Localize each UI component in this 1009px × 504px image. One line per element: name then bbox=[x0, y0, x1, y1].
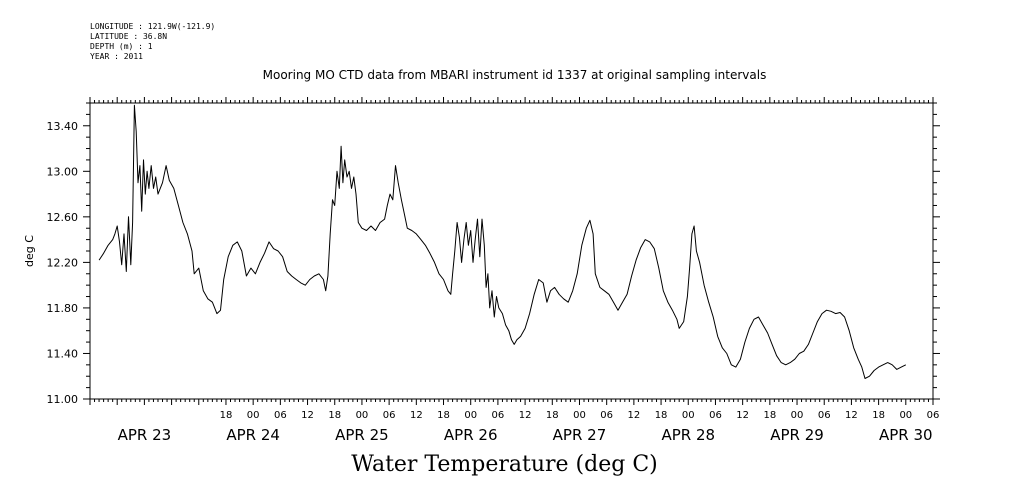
y-tick-label: 13.40 bbox=[47, 120, 79, 133]
x-tick-label: 18 bbox=[328, 410, 341, 421]
x-tick-label: 12 bbox=[628, 410, 641, 421]
x-tick-label: 06 bbox=[383, 410, 396, 421]
x-tick-label: 12 bbox=[845, 410, 858, 421]
x-tick-label: 18 bbox=[546, 410, 559, 421]
year-text: YEAR : 2011 bbox=[90, 52, 143, 61]
y-tick-label: 12.60 bbox=[47, 211, 79, 224]
x-tick-label: 18 bbox=[872, 410, 885, 421]
y-tick-labels: 11.00 11.40 11.80 12.20 12.60 13.00 13.40 bbox=[47, 120, 79, 406]
x-tick-label: 12 bbox=[736, 410, 749, 421]
x-tick-label: 06 bbox=[274, 410, 287, 421]
x-axis-label: Water Temperature (deg C) bbox=[351, 452, 658, 477]
x-tick-label: 00 bbox=[899, 410, 912, 421]
x-tick-label: 12 bbox=[301, 410, 314, 421]
depth-text: DEPTH (m) : 1 bbox=[90, 42, 153, 51]
x-day-label: APR 24 bbox=[226, 426, 280, 444]
x-tick-label: 06 bbox=[492, 410, 505, 421]
x-day-label: APR 25 bbox=[335, 426, 389, 444]
x-tick-label: 18 bbox=[763, 410, 776, 421]
axis-ticks bbox=[83, 97, 940, 405]
x-tick-label: 12 bbox=[410, 410, 423, 421]
x-tick-label: 06 bbox=[818, 410, 831, 421]
x-tick-label: 00 bbox=[573, 410, 586, 421]
chart-title: Mooring MO CTD data from MBARI instrumen… bbox=[262, 68, 767, 82]
y-tick-label: 11.00 bbox=[47, 393, 79, 406]
x-tick-label: 00 bbox=[682, 410, 695, 421]
y-tick-label: 12.20 bbox=[47, 256, 79, 269]
plot-frame bbox=[89, 102, 934, 400]
x-tick-label: 00 bbox=[464, 410, 477, 421]
x-day-label: APR 30 bbox=[879, 426, 933, 444]
x-tick-label: 00 bbox=[247, 410, 260, 421]
x-tick-label: 18 bbox=[220, 410, 233, 421]
x-tick-label: 00 bbox=[356, 410, 369, 421]
x-day-label: APR 26 bbox=[444, 426, 498, 444]
y-tick-label: 11.80 bbox=[47, 302, 79, 315]
series-line bbox=[98, 104, 907, 379]
x-tick-label: 18 bbox=[655, 410, 668, 421]
y-tick-label: 13.00 bbox=[47, 165, 79, 178]
y-axis-label: deg C bbox=[23, 235, 36, 267]
x-tick-label: 06 bbox=[709, 410, 722, 421]
x-tick-label: 06 bbox=[600, 410, 613, 421]
x-day-label: APR 23 bbox=[118, 426, 172, 444]
x-day-label: APR 28 bbox=[661, 426, 715, 444]
x-tick-label: 00 bbox=[791, 410, 804, 421]
x-tick-labels: 18 00 06 12 18 00 06 12 18 00 06 12 18 00 06 12 18 00 06 12… bbox=[220, 410, 940, 421]
metadata-block: LONGITUDE : 121.9W(-121.9) LATITUDE : 36… bbox=[90, 22, 215, 62]
y-tick-label: 11.40 bbox=[47, 347, 79, 360]
x-tick-label: 18 bbox=[437, 410, 450, 421]
longitude-text: LONGITUDE : 121.9W(-121.9) bbox=[90, 22, 216, 31]
latitude-text: LATITUDE : 36.8N bbox=[90, 32, 168, 41]
x-tick-label: 12 bbox=[519, 410, 532, 421]
x-tick-label: 06 bbox=[927, 410, 940, 421]
x-day-labels: APR 23 APR 24 APR 25 APR 26 APR 27 APR 28 APR … bbox=[118, 426, 933, 444]
x-day-label: APR 27 bbox=[553, 426, 607, 444]
x-day-label: APR 29 bbox=[770, 426, 824, 444]
